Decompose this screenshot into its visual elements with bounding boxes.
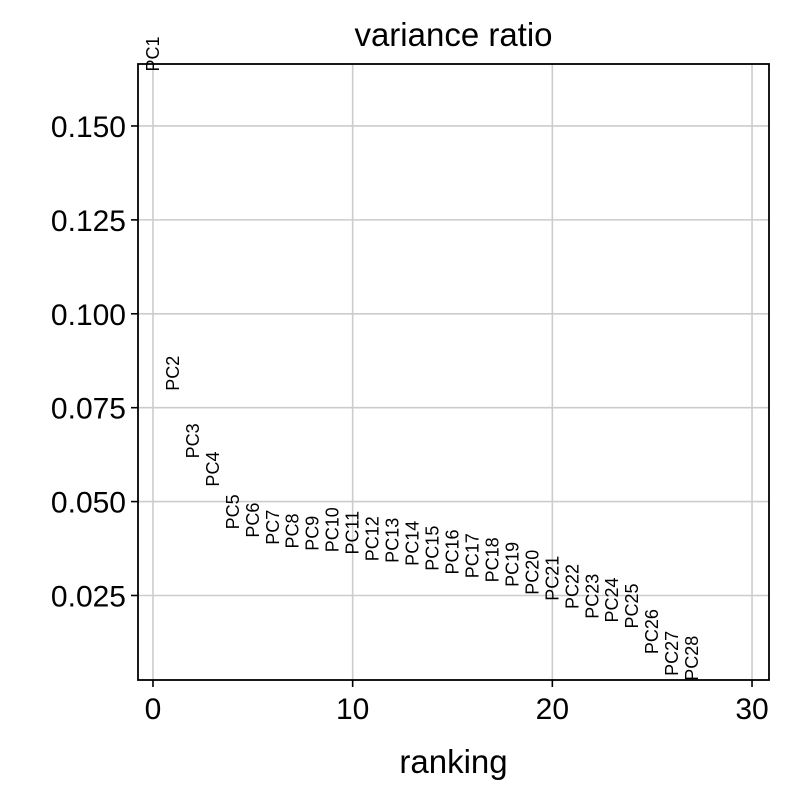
pc-label-point: PC17 — [462, 533, 482, 578]
x-tick-label: 30 — [735, 693, 768, 726]
grid-lines — [138, 64, 769, 680]
x-axis: 0 10 20 30 — [145, 680, 769, 726]
pc-label-point: PC7 — [263, 510, 283, 545]
y-tick-label: 0.075 — [51, 393, 126, 426]
x-tick-label: 10 — [336, 693, 369, 726]
pc-label-point: PC6 — [243, 503, 263, 538]
pc-label-point: PC27 — [662, 631, 682, 676]
pc-label-point: PC26 — [642, 609, 662, 654]
y-tick-label: 0.100 — [51, 299, 126, 332]
plot-frame — [137, 63, 770, 681]
pc-label-point: PC5 — [223, 494, 243, 529]
pc-label-point: PC15 — [423, 526, 443, 571]
pc-label-point: PC14 — [403, 521, 423, 566]
pc-label-point: PC13 — [383, 518, 403, 563]
y-tick-label: 0.050 — [51, 487, 126, 520]
pc-label-point: PC1 — [143, 36, 163, 71]
pc-label-point: PC22 — [562, 564, 582, 609]
chart-title: variance ratio — [354, 16, 552, 53]
y-axis: 0.025 0.050 0.075 0.100 0.125 0.150 — [51, 111, 138, 613]
pc-label-point: PC3 — [183, 423, 203, 458]
x-tick-label: 0 — [145, 693, 162, 726]
pc-label-point: PC11 — [343, 511, 363, 555]
pc-label-point: PC4 — [203, 452, 223, 487]
pc-label-point: PC20 — [522, 550, 542, 595]
pc-label-point: PC2 — [163, 356, 183, 391]
pc-label-point: PC9 — [303, 516, 323, 551]
pc-label-point: PC28 — [682, 636, 702, 681]
pc-label-point: PC24 — [602, 578, 622, 623]
y-tick-label: 0.150 — [51, 111, 126, 144]
pc-label-point: PC23 — [582, 574, 602, 619]
y-tick-label: 0.025 — [51, 580, 126, 613]
x-tick-label: 20 — [536, 693, 569, 726]
y-tick-label: 0.125 — [51, 205, 126, 238]
pc-label-point: PC18 — [482, 537, 502, 582]
pc-label-point: PC25 — [622, 584, 642, 629]
pc-label-point: PC21 — [542, 556, 562, 601]
x-axis-label: ranking — [399, 743, 507, 780]
pc-label-point: PC8 — [283, 514, 303, 549]
pc-label-point: PC10 — [323, 507, 343, 552]
pc-label-point: PC16 — [443, 529, 463, 574]
pc-label-point: PC12 — [363, 516, 383, 561]
pc-label-point: PC19 — [502, 542, 522, 587]
